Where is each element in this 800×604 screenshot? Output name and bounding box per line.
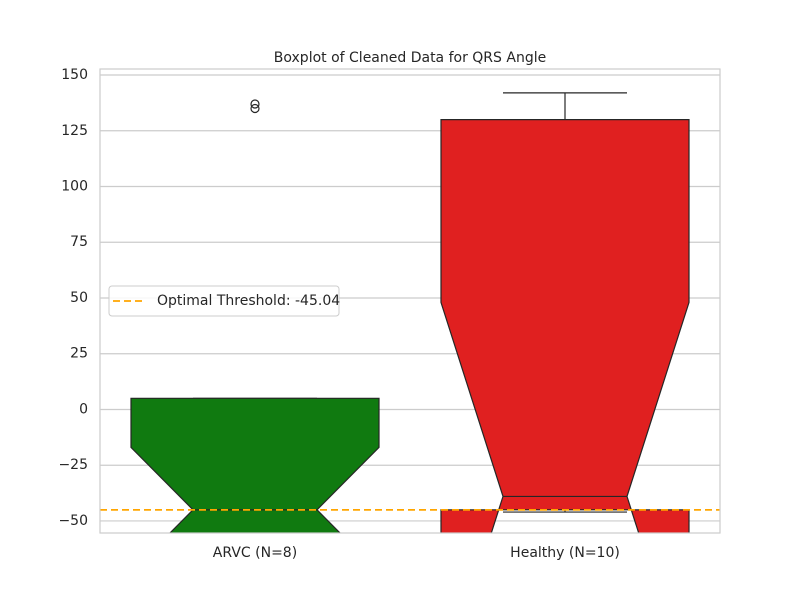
y-tick-label: −50 bbox=[58, 513, 88, 529]
x-tick-label: ARVC (N=8) bbox=[213, 545, 297, 561]
outlier bbox=[250, 99, 260, 109]
outlier bbox=[250, 103, 260, 114]
legend-label: Optimal Threshold: -45.04 bbox=[157, 293, 340, 309]
plot-frame bbox=[99, 68, 721, 534]
box bbox=[440, 119, 690, 533]
y-tick-label: 150 bbox=[61, 67, 88, 83]
y-tick-label: 100 bbox=[61, 179, 88, 195]
y-tick-label: 25 bbox=[70, 346, 88, 362]
y-tick-label: 50 bbox=[70, 290, 88, 306]
chart-title: Boxplot of Cleaned Data for QRS Angle bbox=[274, 50, 546, 66]
y-tick-label: 75 bbox=[70, 234, 88, 250]
legend-box bbox=[108, 285, 340, 317]
y-tick-label: 0 bbox=[79, 401, 88, 417]
box bbox=[130, 397, 380, 533]
x-tick-label: Healthy (N=10) bbox=[510, 545, 620, 561]
y-tick-label: −25 bbox=[58, 457, 88, 473]
y-tick-label: 125 bbox=[61, 123, 88, 139]
